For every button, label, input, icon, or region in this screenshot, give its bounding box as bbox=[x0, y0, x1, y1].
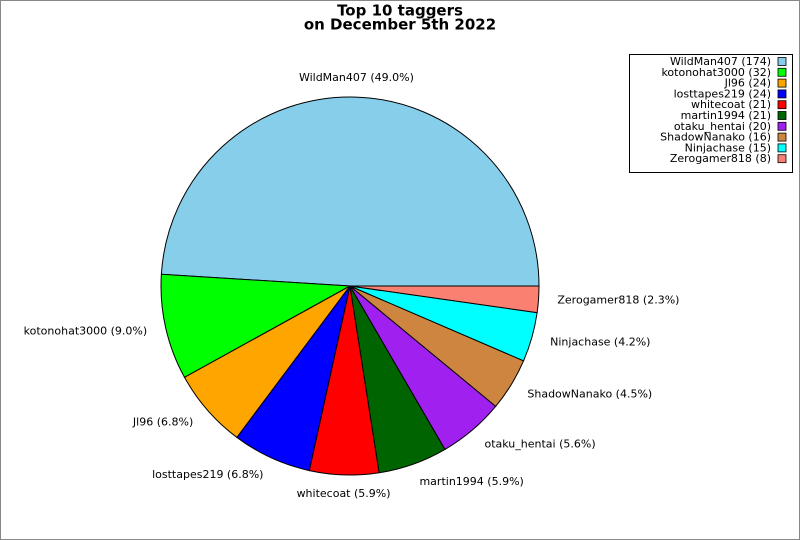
legend-swatch bbox=[777, 132, 787, 142]
legend-swatch bbox=[777, 89, 787, 99]
legend-box bbox=[629, 54, 793, 173]
legend-label: ShadowNanako (16) bbox=[660, 131, 771, 144]
slice-label: martin1994 (5.9%) bbox=[419, 475, 523, 488]
slice-label: losttapes219 (6.8%) bbox=[152, 468, 263, 481]
legend-swatch bbox=[777, 78, 787, 88]
pie-slice bbox=[349, 285, 540, 314]
legend-swatch bbox=[777, 57, 787, 66]
legend-label: whitecoat (21) bbox=[691, 98, 771, 111]
legend-label: Jl96 (24) bbox=[724, 77, 771, 90]
legend-swatch bbox=[777, 111, 787, 120]
legend-label: otaku_hentai (20) bbox=[674, 120, 771, 133]
legend-swatch bbox=[777, 143, 787, 153]
legend-swatch bbox=[777, 121, 787, 131]
slice-label: ShadowNanako (4.5%) bbox=[527, 387, 652, 400]
legend-label: Ninjachase (15) bbox=[685, 141, 771, 154]
legend-swatch bbox=[777, 67, 787, 77]
slice-label: Jl96 (6.8%) bbox=[132, 416, 193, 429]
slice-label: whitecoat (5.9%) bbox=[297, 487, 391, 500]
slice-label: WildMan407 (49.0%) bbox=[299, 71, 414, 84]
chart-subtitle: on December 5th 2022 bbox=[304, 16, 496, 34]
legend-label: WildMan407 (174) bbox=[670, 55, 771, 68]
slice-label: kotonohat3000 (9.0%) bbox=[24, 325, 148, 338]
legend-label: martin1994 (21) bbox=[681, 109, 771, 122]
legend-swatch bbox=[777, 100, 787, 110]
legend-label: Zerogamer818 (8) bbox=[670, 152, 771, 165]
pie-slice bbox=[160, 96, 540, 287]
chart-title: Top 10 taggers bbox=[337, 2, 463, 20]
legend-label: losttapes219 (24) bbox=[674, 87, 771, 100]
pie-slice bbox=[160, 273, 352, 379]
slice-label: Zerogamer818 (2.3%) bbox=[557, 294, 679, 307]
slice-label: Ninjachase (4.2%) bbox=[550, 335, 650, 348]
legend-label: kotonohat3000 (32) bbox=[661, 66, 771, 79]
slice-label: otaku_hentai (5.6%) bbox=[484, 438, 595, 451]
legend-swatch bbox=[777, 154, 787, 164]
